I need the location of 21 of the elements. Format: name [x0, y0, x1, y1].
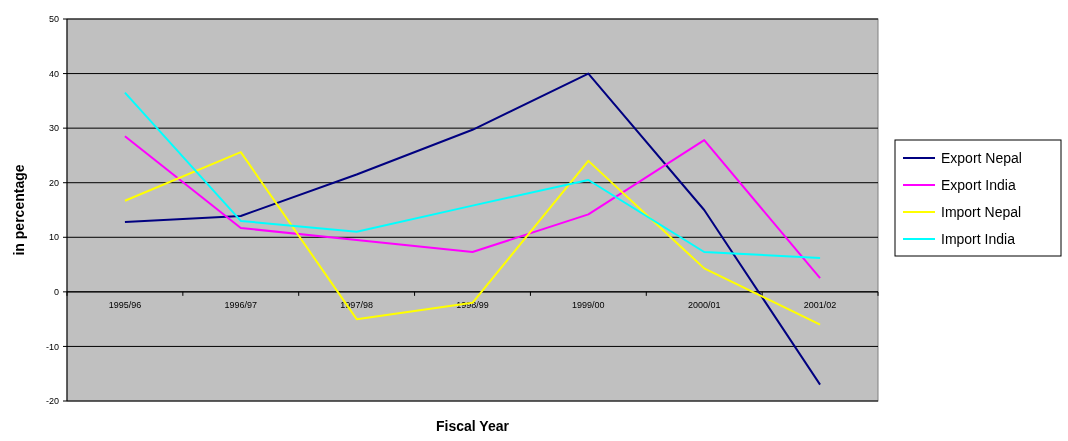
- x-tick-label: 1999/00: [572, 299, 605, 310]
- y-tick-label: 30: [48, 123, 59, 134]
- line-series: [123, 135, 822, 280]
- legend-label: Import Nepal: [941, 203, 1022, 220]
- x-axis-title: Fiscal Year: [436, 418, 510, 434]
- y-tick-label: -10: [45, 341, 59, 352]
- y-tick-label: 10: [48, 232, 59, 243]
- legend-label: Import India: [941, 230, 1016, 247]
- y-tick-label: 0: [53, 287, 59, 298]
- x-tick-label: 1995/96: [108, 299, 142, 310]
- y-tick-label: -20: [45, 396, 59, 407]
- y-tick-label: 20: [48, 177, 59, 188]
- x-tick-label: 2001/02: [803, 299, 837, 310]
- legend-label: Export Nepal: [941, 149, 1022, 166]
- y-axis-title: in percentage: [11, 164, 27, 256]
- line-series: [123, 91, 822, 260]
- legend-label: Export India: [941, 176, 1016, 193]
- x-tick-label: 1996/97: [224, 299, 258, 310]
- x-tick-label: 2000/01: [687, 299, 721, 310]
- y-tick-label: 50: [48, 14, 59, 25]
- y-tick-label: 40: [48, 68, 59, 79]
